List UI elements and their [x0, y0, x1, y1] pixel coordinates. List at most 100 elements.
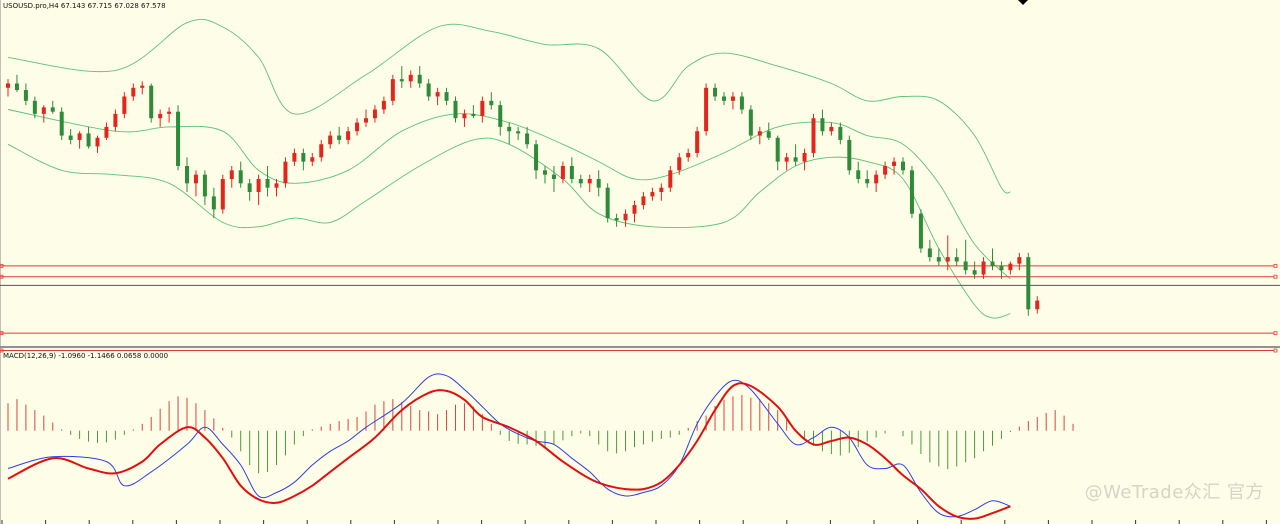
- candle-body: [730, 96, 735, 101]
- candle-body: [829, 126, 834, 132]
- candle-body: [202, 174, 207, 197]
- candle-body: [918, 213, 923, 249]
- macd-indicator: [7, 373, 1074, 520]
- candle-body: [614, 218, 619, 221]
- shift-marker-icon[interactable]: [1018, 0, 1028, 6]
- candle-body: [149, 85, 154, 119]
- candle-body: [883, 165, 888, 175]
- candle-body: [426, 83, 431, 97]
- candle-body: [534, 144, 539, 171]
- candle-body: [14, 83, 19, 90]
- candle-body: [865, 179, 870, 184]
- horizontal-line-handle-left-2: [0, 274, 4, 279]
- candle-body: [301, 152, 306, 162]
- candle-body: [516, 131, 521, 134]
- candle-body: [892, 161, 897, 166]
- macd-signal-line: [7, 382, 1011, 520]
- candle-body: [874, 174, 879, 184]
- candle-body: [551, 174, 556, 179]
- candle-body: [1035, 300, 1040, 310]
- candle-body: [793, 157, 798, 162]
- candle-body: [1017, 257, 1022, 264]
- candle-body: [990, 261, 995, 266]
- bollinger-lower-band: [7, 137, 1011, 319]
- candle-body: [364, 118, 368, 123]
- candle-body: [686, 152, 691, 158]
- candle-body: [739, 96, 744, 110]
- candle-body: [498, 105, 503, 127]
- candle-body: [310, 157, 315, 162]
- candle-body: [623, 213, 628, 221]
- horizontal-line-handle-left-4: [0, 348, 4, 353]
- candle-body: [596, 179, 601, 188]
- candle-body: [713, 87, 718, 97]
- candle-body: [131, 87, 136, 97]
- candle-body: [802, 152, 807, 162]
- candle-body: [390, 79, 395, 101]
- candle-body: [578, 179, 583, 184]
- candle-body: [507, 126, 512, 132]
- candle-body: [158, 113, 163, 119]
- candle-body: [6, 83, 10, 88]
- candle-body: [292, 152, 297, 162]
- candle-body: [650, 192, 655, 197]
- candle-body: [328, 135, 333, 145]
- candle-body: [820, 118, 825, 132]
- candle-body: [417, 74, 422, 84]
- candle-body: [113, 113, 118, 127]
- candle-body: [41, 107, 46, 114]
- candle-body: [399, 79, 404, 82]
- candle-body: [185, 165, 189, 184]
- candle-body: [265, 179, 270, 188]
- candle-body: [569, 165, 574, 179]
- candle-body: [704, 87, 709, 132]
- candle-body: [372, 109, 377, 119]
- candle-body: [587, 179, 592, 184]
- bollinger-bands: [7, 18, 1011, 319]
- candle-body: [811, 118, 816, 153]
- candle-body: [247, 183, 252, 193]
- candle-body: [229, 170, 234, 179]
- macd-info-header: MACD(12,26,9) -1.0960 -1.1466 0.0658 0.0…: [3, 352, 169, 360]
- candle-body: [981, 261, 986, 275]
- candle-body: [256, 179, 261, 193]
- candle-body: [462, 113, 467, 119]
- candle-body: [525, 133, 530, 145]
- candle-body: [847, 139, 852, 171]
- price-info-header: USOUSD.pro,H4 67.143 67.715 67.028 67.57…: [3, 2, 166, 10]
- candle-body: [381, 100, 386, 110]
- candle-body: [784, 157, 789, 162]
- candle-body: [748, 109, 753, 136]
- candle-body: [453, 100, 458, 119]
- candle-body: [167, 111, 172, 114]
- candle-body: [23, 89, 28, 101]
- candle-body: [444, 92, 449, 101]
- horizontal-line-handle-left-1: [0, 263, 4, 268]
- candle-body: [471, 113, 476, 117]
- candle-body: [954, 257, 959, 262]
- candle-body: [999, 265, 1004, 271]
- candle-body: [319, 144, 324, 158]
- bollinger-middle-band: [7, 109, 1011, 280]
- candle-body: [176, 111, 181, 166]
- candle-body: [104, 126, 109, 138]
- candle-body: [1008, 263, 1013, 271]
- candle-body: [632, 205, 637, 214]
- candle-body: [238, 170, 243, 184]
- candle-body: [59, 111, 64, 136]
- time-axis-ticks: [1, 520, 1267, 524]
- candlesticks: [6, 66, 1040, 316]
- horizontal-line-handle-3: [1273, 331, 1278, 336]
- candle-body: [972, 270, 977, 275]
- candle-body: [193, 174, 198, 184]
- horizontal-line-handle-left-3: [0, 331, 4, 336]
- candle-body: [122, 96, 127, 114]
- watermark: @WeTrade众汇 官方: [1084, 482, 1264, 503]
- candle-body: [605, 187, 610, 219]
- candle-body: [220, 179, 225, 210]
- candle-body: [337, 135, 342, 140]
- candle-body: [775, 137, 780, 162]
